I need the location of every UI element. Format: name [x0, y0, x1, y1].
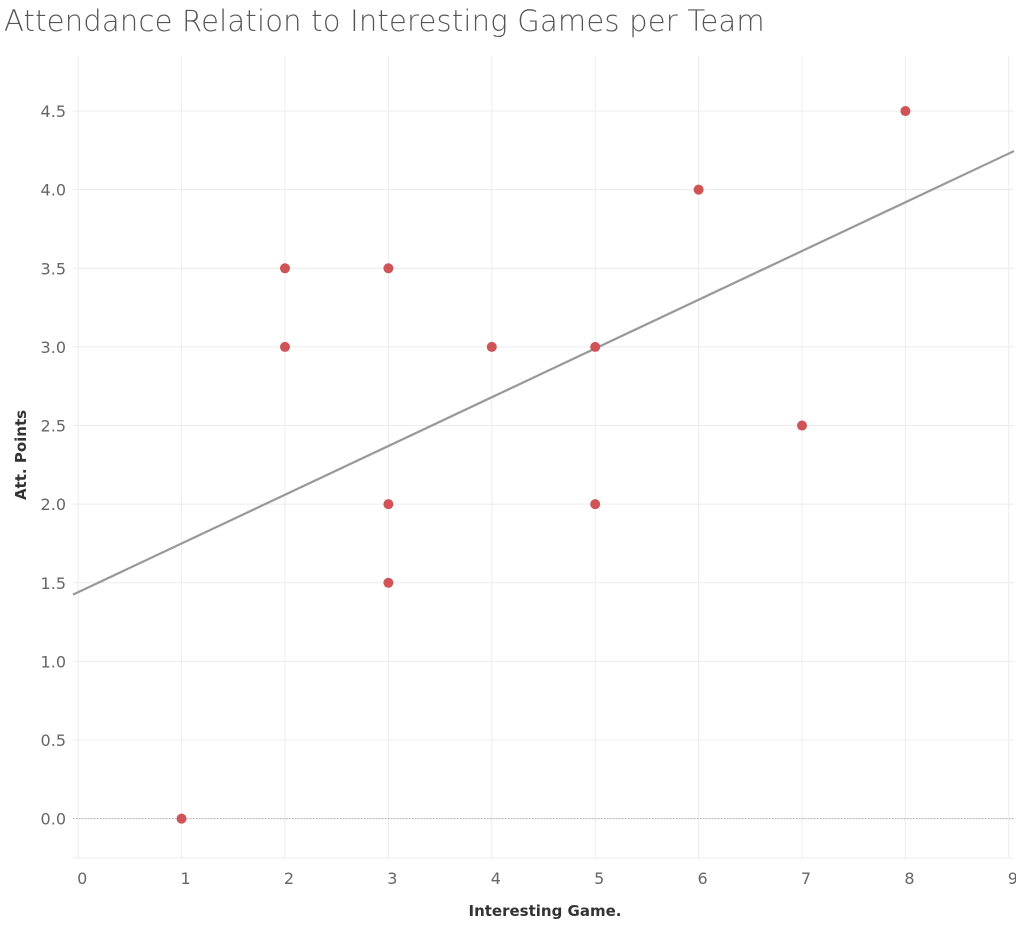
x-axis-title: Interesting Game.	[469, 902, 622, 920]
chart-title: Attendance Relation to Interesting Games…	[4, 4, 765, 38]
y-tick-label: 4.0	[41, 181, 66, 200]
data-point	[279, 341, 290, 352]
data-point	[590, 341, 601, 352]
x-axis-ticks: 0 1 2 3 4 5 6 7 8 9	[77, 869, 1016, 888]
y-axis-title: Att. Points	[12, 410, 30, 500]
data-point	[693, 184, 704, 195]
y-tick-label: 2.0	[41, 495, 66, 514]
x-tick-label: 0	[77, 869, 87, 888]
trend-line-layer	[72, 150, 1015, 596]
x-tick-label: 9	[1008, 869, 1016, 888]
data-point	[900, 106, 911, 117]
y-tick-label: 4.5	[41, 102, 66, 121]
data-point	[176, 813, 187, 824]
grid-lines	[73, 56, 1014, 859]
data-point	[279, 263, 290, 274]
x-tick-label: 4	[491, 869, 501, 888]
x-tick-label: 2	[284, 869, 294, 888]
y-tick-label: 0.5	[41, 731, 66, 750]
data-point	[383, 577, 394, 588]
data-point	[590, 499, 601, 510]
x-tick-label: 1	[180, 869, 190, 888]
x-tick-label: 6	[698, 869, 708, 888]
y-tick-label: 2.5	[41, 417, 66, 436]
x-tick-label: 8	[904, 869, 914, 888]
y-tick-label: 0.0	[41, 810, 66, 829]
data-point	[383, 499, 394, 510]
y-tick-label: 3.0	[41, 338, 66, 357]
data-points	[176, 106, 911, 824]
x-tick-label: 5	[594, 869, 604, 888]
y-tick-label: 3.5	[41, 259, 66, 278]
x-tick-label: 7	[801, 869, 811, 888]
data-point	[383, 263, 394, 274]
y-tick-label: 1.0	[41, 652, 66, 671]
x-tick-label: 3	[387, 869, 397, 888]
y-tick-label: 1.5	[41, 574, 66, 593]
trend-line	[72, 150, 1015, 596]
y-axis-ticks: 0.0 0.5 1.0 1.5 2.0 2.5 3.0 3.5 4.0 4.5	[41, 102, 66, 829]
data-point	[486, 341, 497, 352]
data-point	[797, 420, 808, 431]
